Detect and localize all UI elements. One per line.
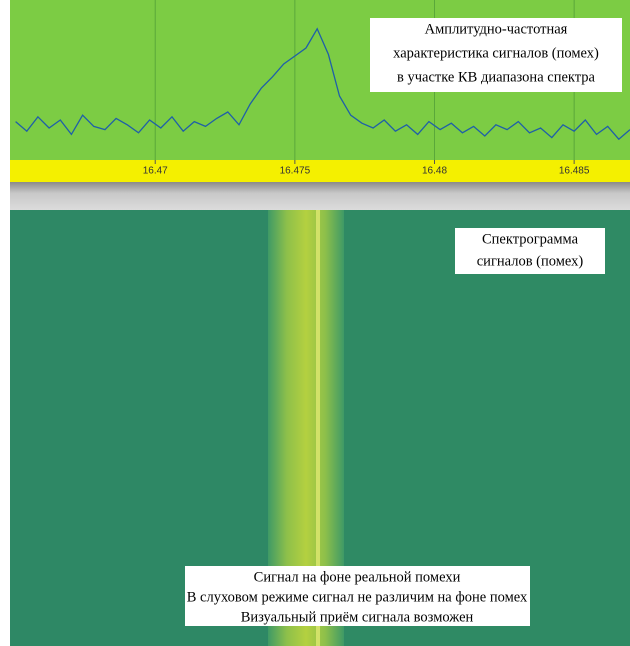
annotation: Визуальный приём сигнала возможен <box>241 609 474 625</box>
screen: 16.47 16.475 16.48 16.485 Амплитудно-частот… <box>0 0 630 646</box>
axis-bar <box>10 160 630 182</box>
annotation: Спектрограмма <box>482 231 579 247</box>
annotation: характеристика сигналов (помех) <box>393 45 599 61</box>
x-tick-label: 16.485 <box>559 166 590 177</box>
splitter <box>10 182 630 210</box>
annotation: Амплитудно-частотная <box>425 21 568 37</box>
x-tick-label: 16.475 <box>280 166 311 177</box>
annotation: в участке КВ диапазона спектра <box>397 69 595 85</box>
annotation: В слуховом режиме сигнал не различим на … <box>187 589 528 605</box>
annotation: сигналов (помех) <box>477 253 584 269</box>
annotation: Сигнал на фоне реальной помехи <box>254 569 461 585</box>
x-tick-label: 16.48 <box>422 166 447 177</box>
x-tick-label: 16.47 <box>143 166 168 177</box>
